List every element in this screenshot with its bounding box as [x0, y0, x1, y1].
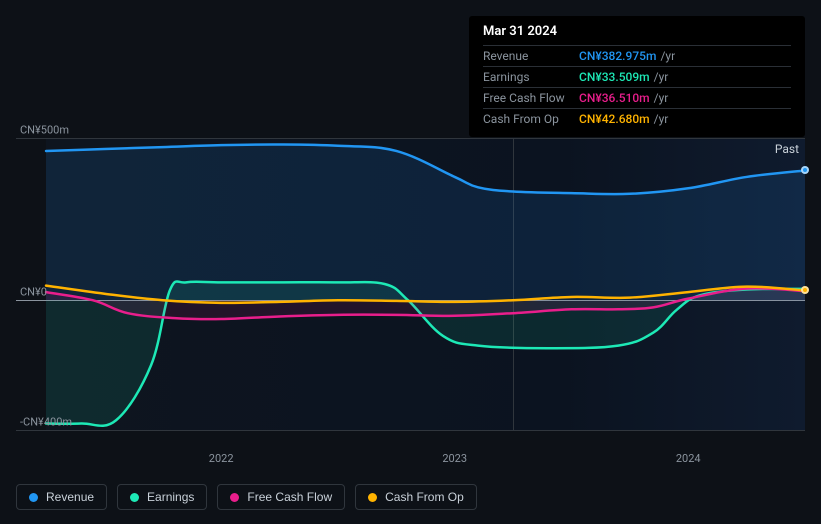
tooltip-row-suffix: /yr [654, 70, 669, 84]
tooltip-row-label: Free Cash Flow [483, 91, 579, 105]
x-axis-label: 2024 [676, 452, 701, 465]
series-end-dot-cfo [801, 286, 809, 294]
legend-item-label: Cash From Op [385, 490, 464, 504]
tooltip-row: Free Cash FlowCN¥36.510m/yr [483, 87, 791, 108]
tooltip-panel: Mar 31 2024 RevenueCN¥382.975m/yrEarning… [469, 16, 805, 137]
legend-item-label: Free Cash Flow [247, 490, 332, 504]
legend-item-label: Revenue [46, 490, 94, 504]
legend-item-earnings[interactable]: Earnings [117, 484, 207, 510]
tooltip-row-label: Earnings [483, 70, 579, 84]
legend-item-revenue[interactable]: Revenue [16, 484, 107, 510]
tooltip-row-value: CN¥36.510m [579, 91, 650, 105]
legend-item-fcf[interactable]: Free Cash Flow [217, 484, 345, 510]
x-axis-label: 2023 [442, 452, 467, 465]
chart-area: Past CN¥500m CN¥0 -CN¥400m [16, 124, 805, 444]
tooltip-row-suffix: /yr [660, 49, 675, 63]
gridline [16, 430, 805, 431]
x-axis-label: 2022 [209, 452, 234, 465]
legend-item-cfo[interactable]: Cash From Op [355, 484, 477, 510]
y-axis-label: CN¥0 [20, 286, 47, 299]
y-axis-label: CN¥500m [20, 124, 69, 137]
tooltip-row-value: CN¥382.975m [579, 49, 656, 63]
legend-dot-icon [29, 493, 38, 502]
legend-dot-icon [368, 493, 377, 502]
legend: Revenue Earnings Free Cash Flow Cash From O… [16, 484, 477, 510]
x-axis: 2022 2023 2024 [16, 452, 805, 472]
tooltip-row: EarningsCN¥33.509m/yr [483, 66, 791, 87]
legend-item-label: Earnings [147, 490, 194, 504]
chart-svg [16, 138, 805, 430]
series-area-revenue [46, 144, 805, 300]
tooltip-title: Mar 31 2024 [483, 24, 791, 45]
series-end-dot-revenue [801, 166, 809, 174]
tooltip-row-suffix: /yr [654, 91, 669, 105]
legend-dot-icon [230, 493, 239, 502]
legend-dot-icon [130, 493, 139, 502]
tooltip-row-value: CN¥33.509m [579, 70, 650, 84]
tooltip-row: RevenueCN¥382.975m/yr [483, 45, 791, 66]
past-label: Past [775, 142, 799, 156]
tooltip-row-label: Revenue [483, 49, 579, 63]
y-axis-label: -CN¥400m [20, 416, 72, 429]
